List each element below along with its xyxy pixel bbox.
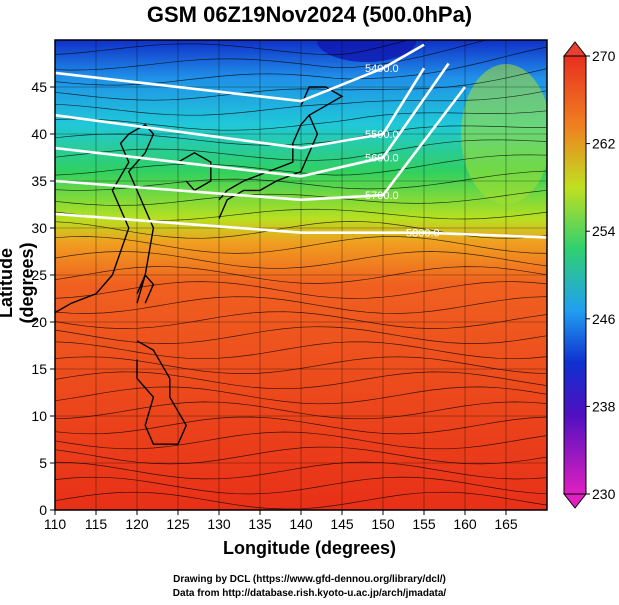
streamline [55,110,547,131]
y-tick-label: 45 [31,79,47,95]
colorbar-label: 230 [592,486,616,502]
coastline [136,273,155,304]
height-contour [55,43,425,103]
x-tick-label: 115 [85,516,108,532]
x-tick-label: 150 [371,516,395,532]
y-tick-label: 0 [39,502,47,518]
streamline [55,296,547,314]
streamline [55,266,547,284]
x-tick-label: 145 [330,516,354,532]
colorbar-label: 254 [592,223,616,239]
streamline [55,221,547,239]
streamline [55,281,547,299]
height-contour [55,67,426,150]
streamline [55,189,547,206]
coastline [300,86,344,116]
plot-frame [54,39,548,511]
y-tick-label: 15 [31,361,47,377]
streamline [55,371,547,390]
x-tick-label: 130 [207,516,231,532]
height-contour [55,86,467,202]
x-tick-label: 155 [412,516,436,532]
streamline [55,154,547,176]
streamline [55,326,547,344]
streamline [55,401,547,420]
coastline [136,340,187,445]
contour-label: 5400.0 [365,63,399,75]
contour-label: 5600.0 [365,153,399,165]
x-tick-label: 120 [125,516,149,532]
streamline [55,476,547,495]
x-tick-label: 160 [453,516,477,532]
colorbar-label: 262 [592,136,616,152]
colorbar-label: 238 [592,398,616,414]
streamline [55,236,547,254]
streamline [55,90,547,116]
temperature-field [55,40,547,510]
streamline [55,446,547,465]
streamline [55,311,547,329]
colorbar-label: 246 [592,311,616,327]
x-tick-label: 125 [166,516,190,532]
colorbar-max-arrow [562,41,588,57]
streamline [55,431,547,450]
streamline [55,356,547,375]
streamline [55,461,547,480]
streamline [55,170,547,191]
streamline [55,40,488,71]
chart-title: GSM 06Z19Nov2024 (500.0hPa) [146,2,473,27]
y-axis-label: Latitude (degrees) [0,242,37,324]
colorbar-min-arrow [562,493,588,509]
y-tick-label: 10 [31,408,47,424]
streamline [55,341,547,360]
streamline [55,125,547,146]
x-tick-label: 140 [289,516,313,532]
streamline [55,208,547,221]
streamline [55,46,547,86]
y-tick-label: 5 [39,455,47,471]
contour-label: 5500.0 [365,129,399,141]
coastline [55,123,155,314]
streamline [55,386,547,405]
streamline [55,251,547,269]
colorbar-label: 270 [592,48,616,64]
height-contour [55,62,450,178]
x-tick-label: 135 [248,516,272,532]
credit-dcl: Drawing by DCL (https://www.gfd-dennou.o… [173,574,446,585]
streamline [55,68,547,101]
streamline [55,416,547,435]
warm-ridge [461,64,547,204]
colorbar [563,55,587,495]
y-tick-label: 40 [31,126,47,142]
coastline [218,113,319,219]
y-tick-label: 35 [31,173,47,189]
coastline [177,151,212,192]
streamline [55,491,547,510]
x-axis-label: Longitude (degrees) [222,538,396,558]
height-contour [55,212,547,239]
contour-label: 5700.0 [365,190,399,202]
credit-data-source: Data from http://database.rish.kyoto-u.a… [172,588,447,599]
contour-label: 5800.0 [406,228,440,240]
x-tick-label: 110 [44,516,67,532]
x-tick-label: 165 [494,516,518,532]
streamline [55,139,547,161]
